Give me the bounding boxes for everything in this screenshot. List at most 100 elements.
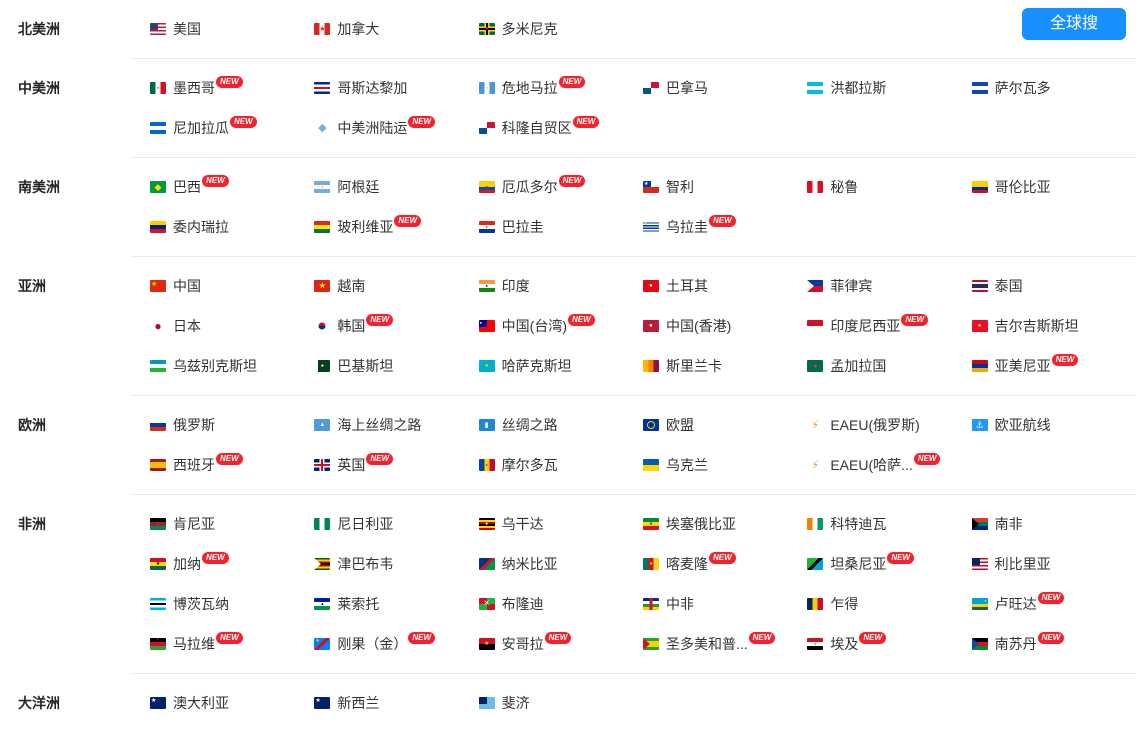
country-item[interactable]: 中非	[642, 597, 807, 611]
country-item[interactable]: 科隆自贸区 NEW	[478, 116, 643, 135]
country-item[interactable]: 亚美尼亚 NEW	[971, 354, 1136, 373]
country-item[interactable]: ▲ 莱索托	[314, 597, 478, 611]
country-item[interactable]: 欧盟	[642, 418, 807, 432]
flag-emblem: ●	[814, 641, 817, 646]
country-item[interactable]: 圣多美和普... NEW	[642, 632, 807, 651]
country-item[interactable]: ⚓ 欧亚航线	[971, 418, 1136, 432]
country-item[interactable]: ★ 刚果（金） NEW	[314, 632, 478, 651]
global-search-button[interactable]: 全球搜	[1021, 8, 1126, 40]
country-item[interactable]: 乍得	[807, 597, 971, 611]
country-item[interactable]: ● 马拉维 NEW	[150, 632, 314, 651]
country-label: 秘鲁	[830, 179, 859, 195]
country-item[interactable]: 英国 NEW	[314, 453, 478, 472]
country-item[interactable]: 南苏丹 NEW	[971, 632, 1136, 651]
country-item[interactable]: ● 乌拉圭 NEW	[642, 215, 807, 234]
country-item[interactable]: ★ 中国	[150, 279, 314, 293]
country-item[interactable]: ● 卢旺达 NEW	[971, 592, 1136, 611]
country-label: 萨尔瓦多	[994, 80, 1051, 96]
country-item[interactable]: ★ 加拿大	[314, 22, 478, 36]
country-item[interactable]: ● 埃塞俄比亚	[642, 517, 807, 531]
country-item[interactable]: 西班牙 NEW	[150, 453, 314, 472]
flag-icon	[478, 697, 495, 709]
country-item[interactable]: ● 乌干达	[478, 517, 643, 531]
country-item[interactable]: ★ 安哥拉 NEW	[478, 632, 643, 651]
flag-emblem: ★	[151, 281, 158, 288]
country-grid: 美国 ★ 加拿大 ● 多米尼克	[150, 9, 1136, 49]
country-item[interactable]: ◆ 中美洲陆运 NEW	[314, 116, 478, 135]
country-item[interactable]: ★ 越南	[314, 279, 478, 293]
country-item[interactable]: ● 多米尼克	[478, 22, 643, 36]
country-item[interactable]: 巴拿马	[642, 81, 807, 95]
country-item[interactable]: 洪都拉斯	[807, 81, 971, 95]
country-item[interactable]: ● 孟加拉国	[807, 359, 971, 373]
new-badge: NEW	[408, 632, 435, 644]
country-item[interactable]: ★ 喀麦隆 NEW	[642, 552, 807, 571]
new-badge: NEW	[544, 632, 572, 644]
country-item[interactable]: ★ 澳大利亚	[150, 696, 314, 710]
country-item[interactable]: 尼日利亚	[314, 517, 478, 531]
country-label: 加纳	[173, 556, 201, 572]
country-item[interactable]: 萨尔瓦多	[971, 80, 1136, 96]
country-item[interactable]: ● 中国(台湾) NEW	[478, 314, 643, 333]
country-item[interactable]: 尼加拉瓜 NEW	[150, 116, 314, 135]
country-item[interactable]: ● 墨西哥 NEW	[150, 76, 314, 95]
country-label: 斐济	[501, 695, 530, 711]
country-item[interactable]: 利比里亚	[971, 557, 1136, 571]
country-item[interactable]: 斐济	[478, 695, 643, 711]
country-item[interactable]: 委内瑞拉	[150, 220, 314, 234]
country-item[interactable]: ▮ 丝绸之路	[478, 418, 643, 432]
country-item[interactable]: ★ 智利	[642, 180, 807, 194]
country-item[interactable]: ★ 新西兰	[314, 696, 478, 710]
new-badge: NEW	[1051, 354, 1079, 366]
flag-icon: ●	[807, 638, 824, 650]
country-item[interactable]: ● 巴拉圭	[478, 220, 643, 234]
country-item[interactable]: ● 埃及 NEW	[807, 632, 971, 651]
country-item[interactable]: 乌克兰	[642, 458, 807, 472]
country-item[interactable]: ● 印度	[478, 279, 643, 293]
country-item[interactable]: ● 摩尔多瓦	[478, 458, 643, 472]
flag-canton	[478, 320, 487, 327]
country-item[interactable]: ● 中国(香港)	[642, 319, 807, 333]
country-label: 津巴布韦	[337, 556, 394, 572]
country-item[interactable]: 韩国 NEW	[314, 314, 478, 333]
country-item[interactable]: ● 危地马拉 NEW	[478, 76, 643, 95]
country-item[interactable]: ★ 加纳 NEW	[150, 552, 314, 572]
country-item[interactable]: 博茨瓦纳	[150, 597, 314, 611]
country-item[interactable]: ● 阿根廷	[314, 180, 478, 194]
country-item[interactable]: ● 厄瓜多尔 NEW	[478, 175, 643, 195]
country-item[interactable]: 哥斯达黎加	[314, 81, 478, 95]
country-item[interactable]: 斯里兰卡	[642, 359, 807, 373]
country-item[interactable]: ● 巴基斯坦	[314, 359, 478, 373]
country-item[interactable]: 科特迪瓦	[807, 517, 971, 531]
flag-emblem: ●	[479, 320, 483, 325]
country-item[interactable]: 乌兹别克斯坦	[150, 359, 314, 373]
country-item[interactable]: ▲ 海上丝绸之路	[314, 418, 478, 432]
country-item[interactable]: 泰国	[971, 279, 1136, 293]
country-item[interactable]: ⚡ EAEU(哈萨... NEW	[807, 453, 971, 472]
country-item[interactable]: 哥伦比亚	[971, 180, 1136, 194]
country-item[interactable]: ● 哈萨克斯坦	[478, 359, 643, 373]
country-item[interactable]: 俄罗斯	[150, 418, 314, 432]
flag-emblem: ●	[643, 221, 648, 227]
country-item[interactable]: ● 日本	[150, 319, 314, 333]
country-item[interactable]: ● 肯尼亚	[150, 517, 314, 531]
new-badge: NEW	[913, 453, 941, 465]
country-item[interactable]: ● 土耳其	[642, 279, 807, 293]
country-item[interactable]: × 布隆迪	[478, 597, 643, 611]
country-item[interactable]: 菲律宾	[807, 279, 971, 293]
country-item[interactable]: 玻利维亚 NEW	[314, 215, 478, 234]
country-label: 厄瓜多尔	[501, 179, 558, 195]
country-item[interactable]: 美国	[150, 22, 314, 36]
country-item[interactable]: 南非	[971, 517, 1136, 531]
country-item[interactable]: 坦桑尼亚 NEW	[807, 552, 971, 571]
country-item[interactable]: ⚡ EAEU(俄罗斯)	[807, 418, 971, 432]
country-item[interactable]: ● 吉尔吉斯斯坦	[971, 319, 1136, 333]
country-item[interactable]: 纳米比亚	[478, 557, 643, 571]
country-item[interactable]: 印度尼西亚 NEW	[807, 314, 971, 333]
flag-icon: ★	[642, 181, 659, 193]
flag-icon: ●	[807, 360, 824, 372]
country-item[interactable]: 津巴布韦	[314, 557, 478, 571]
country-item[interactable]: ◆ 巴西 NEW	[150, 175, 314, 194]
country-item[interactable]: 秘鲁	[807, 180, 971, 194]
new-badge: NEW	[216, 453, 243, 465]
